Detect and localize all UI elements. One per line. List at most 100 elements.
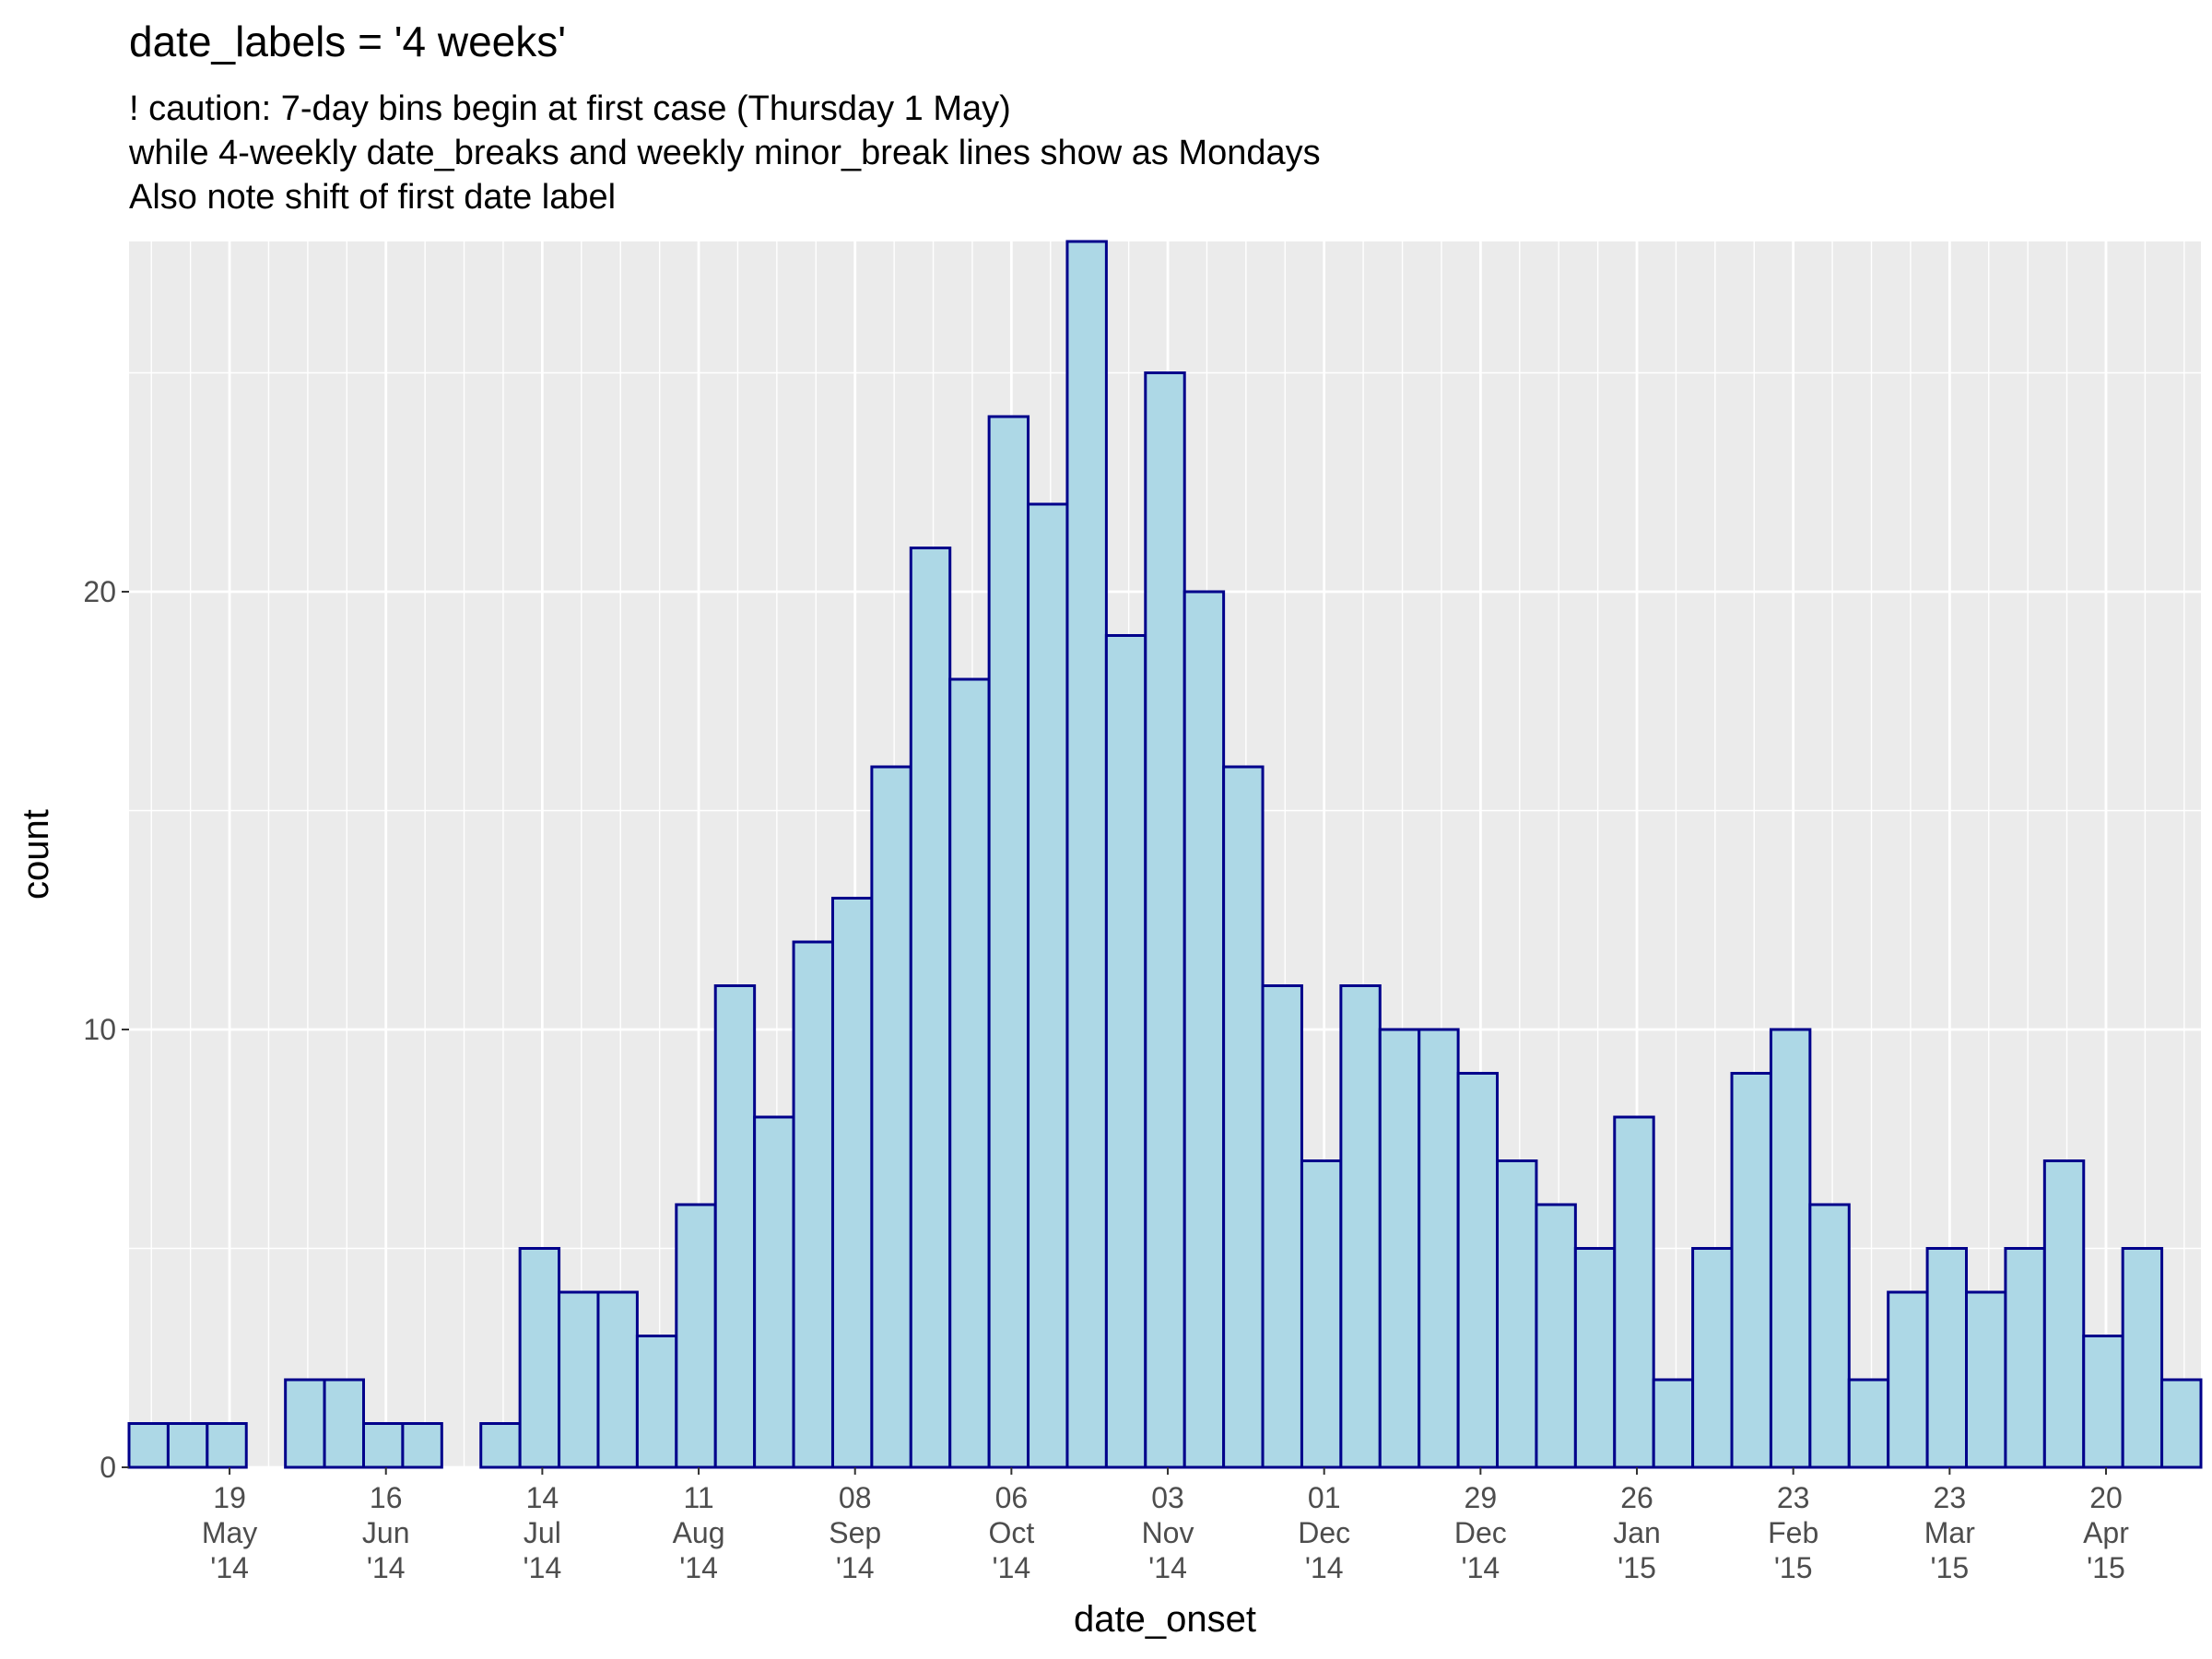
x-tick-label: Oct xyxy=(988,1516,1034,1549)
x-axis-label: date_onset xyxy=(1074,1599,1256,1640)
bar xyxy=(792,940,834,1469)
x-tick-label: 26 xyxy=(1620,1481,1653,1514)
y-tick-label: 20 xyxy=(83,575,116,608)
x-tick-label: Jul xyxy=(524,1516,561,1549)
x-tick-label: '14 xyxy=(210,1551,249,1584)
x-tick-label: Mar xyxy=(1924,1516,1975,1549)
x-tick-label: 03 xyxy=(1151,1481,1184,1514)
bar xyxy=(1573,1247,1617,1469)
y-tick: 20 xyxy=(83,575,129,608)
x-tick-label: 11 xyxy=(683,1481,713,1514)
x-tick-label: '15 xyxy=(1618,1551,1656,1584)
bar xyxy=(2082,1335,2124,1469)
bar xyxy=(166,1422,209,1469)
bar xyxy=(1613,1115,1655,1469)
bar xyxy=(1456,1072,1500,1469)
x-tick-label: Nov xyxy=(1142,1516,1194,1549)
y-axis: 0 10 20 xyxy=(83,575,129,1484)
bar xyxy=(1378,1028,1421,1469)
x-axis: 19May'1416Jun'1414Jul'1411Aug'1408Sep'14… xyxy=(202,1467,2129,1584)
x-tick-label: 23 xyxy=(1934,1481,1967,1514)
bar xyxy=(1652,1378,1695,1469)
bar xyxy=(518,1247,561,1469)
x-tick-label: Sep xyxy=(829,1516,881,1549)
bar xyxy=(1261,984,1303,1469)
bar xyxy=(2160,1378,2203,1469)
subtitle-line-3: Also note shift of first date label xyxy=(129,178,617,217)
x-tick-label: Apr xyxy=(2083,1516,2129,1549)
x-tick-label: '14 xyxy=(367,1551,406,1584)
x-tick-label: 16 xyxy=(370,1481,403,1514)
bar xyxy=(361,1422,405,1469)
y-tick: 0 xyxy=(100,1451,129,1484)
bar xyxy=(1144,371,1186,1469)
bar xyxy=(1808,1203,1851,1469)
bar xyxy=(1965,1290,2007,1469)
x-tick-label: 06 xyxy=(995,1481,1029,1514)
bar xyxy=(2121,1247,2164,1469)
bar xyxy=(401,1422,443,1469)
x-tick-label: 01 xyxy=(1308,1481,1341,1514)
bar xyxy=(1222,765,1265,1469)
x-tick-label: '14 xyxy=(1305,1551,1344,1584)
bar xyxy=(284,1378,326,1469)
bar xyxy=(323,1378,365,1469)
y-tick-label: 10 xyxy=(83,1013,116,1046)
bar xyxy=(1769,1028,1812,1469)
bar xyxy=(635,1335,678,1469)
x-tick-label: '14 xyxy=(1461,1551,1500,1584)
x-tick-label: '14 xyxy=(993,1551,1031,1584)
x-tick-label: '14 xyxy=(836,1551,875,1584)
bar xyxy=(870,765,912,1469)
x-tick-label: '14 xyxy=(1148,1551,1187,1584)
bar xyxy=(987,415,1030,1469)
bar xyxy=(127,1422,170,1469)
y-tick-label: 0 xyxy=(100,1451,116,1484)
bar xyxy=(1104,634,1147,1469)
bar xyxy=(1182,590,1226,1469)
x-tick-label: 29 xyxy=(1465,1481,1498,1514)
bar xyxy=(830,897,874,1469)
bar xyxy=(1535,1203,1577,1469)
subtitle-line-2: while 4-weekly date_breaks and weekly mi… xyxy=(129,134,1321,172)
bars xyxy=(127,240,2203,1469)
bar xyxy=(1065,240,1108,1469)
y-tick: 10 xyxy=(83,1013,129,1046)
subtitle-line-1: ! caution: 7-day bins begin at first cas… xyxy=(129,89,1011,128)
bar xyxy=(2004,1247,2046,1469)
x-tick-label: '14 xyxy=(679,1551,718,1584)
x-tick-label: Dec xyxy=(1454,1516,1507,1549)
x-tick-label: 14 xyxy=(526,1481,559,1514)
bar xyxy=(1847,1378,1890,1469)
bar xyxy=(1887,1290,1929,1469)
bar xyxy=(1418,1028,1460,1469)
x-tick-label: Feb xyxy=(1768,1516,1818,1549)
bar xyxy=(713,984,757,1469)
x-tick-label: May xyxy=(202,1516,257,1549)
bar xyxy=(479,1422,522,1469)
bar xyxy=(558,1290,600,1469)
x-tick-label: '14 xyxy=(524,1551,562,1584)
x-tick-label: '15 xyxy=(1930,1551,1969,1584)
bar xyxy=(909,547,952,1469)
x-tick-label: 08 xyxy=(839,1481,872,1514)
bar xyxy=(1730,1072,1772,1469)
x-tick-label: '15 xyxy=(1774,1551,1813,1584)
chart-subtitle: ! caution: 7-day bins begin at first cas… xyxy=(129,87,1321,219)
bar xyxy=(1300,1159,1343,1469)
chart-title: date_labels = '4 weeks' xyxy=(129,18,567,65)
x-tick-label: 20 xyxy=(2089,1481,2123,1514)
x-tick-label: Aug xyxy=(673,1516,725,1549)
